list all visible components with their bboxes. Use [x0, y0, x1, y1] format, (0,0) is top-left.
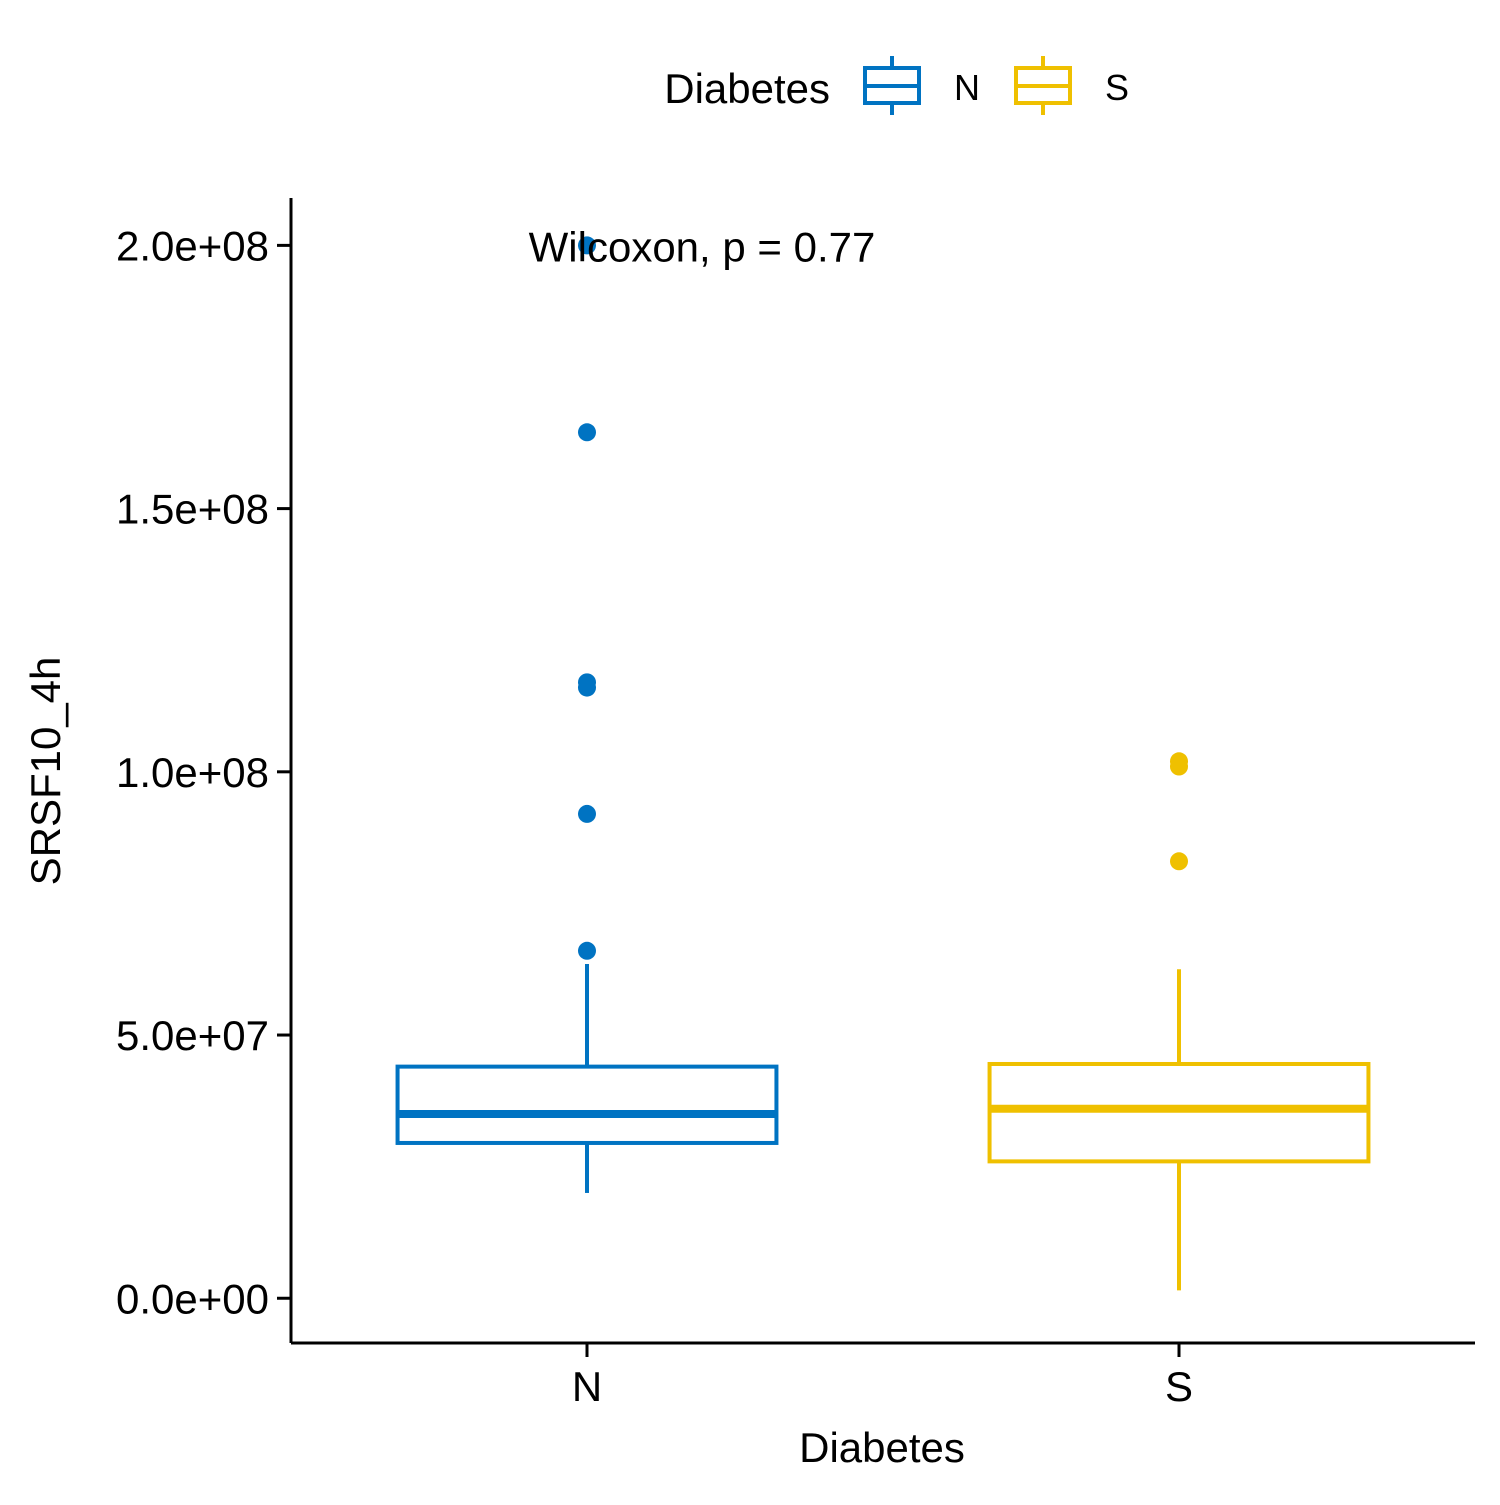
legend-label: N — [954, 67, 980, 108]
legend-entry-N: N — [863, 56, 980, 115]
outlier-point-N — [578, 236, 596, 255]
wilcoxon-annotation: Wilcoxon, p = 0.77 — [529, 223, 876, 270]
box-group-N — [395, 236, 779, 1193]
box-group-S — [987, 752, 1371, 1291]
box-N — [395, 1064, 779, 1145]
axes: 0.0e+00 5.0e+07 1.0e+08 1.5e+08 2.0e+08 N S — [116, 198, 1475, 1410]
outlier-point-N — [578, 673, 596, 692]
x-tick-label: S — [1165, 1363, 1193, 1410]
legend-entry-S: S — [1014, 56, 1129, 115]
y-tick-label: 1.5e+08 — [116, 486, 269, 533]
outlier-point-N — [578, 804, 596, 823]
legend-title: Diabetes — [664, 65, 830, 112]
y-tick-label: 0.0e+00 — [116, 1275, 269, 1322]
outlier-point-N — [578, 941, 596, 960]
x-tick-label: N — [572, 1363, 602, 1410]
outlier-point-S — [1170, 852, 1188, 871]
y-tick-label: 1.0e+08 — [116, 749, 269, 796]
x-axis-title: Diabetes — [799, 1424, 965, 1471]
outlier-point-S — [1170, 752, 1188, 771]
plot-marks — [395, 236, 1371, 1291]
outlier-point-N — [578, 423, 596, 442]
y-tick-label: 2.0e+08 — [116, 222, 269, 269]
y-tick-label: 5.0e+07 — [116, 1012, 269, 1059]
legend-label: S — [1105, 67, 1129, 108]
y-axis-title: SRSF10_4h — [22, 657, 69, 886]
